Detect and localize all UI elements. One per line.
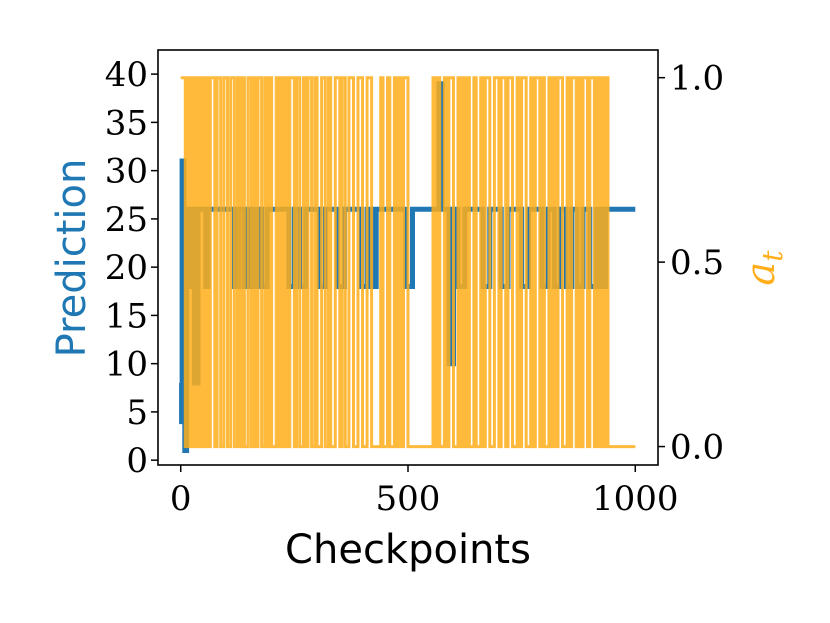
y-right-label-base: a bbox=[738, 262, 784, 286]
y-left-tick-label: 40 bbox=[105, 55, 148, 95]
y-left-tick-label: 30 bbox=[105, 152, 148, 192]
series-layer bbox=[179, 76, 636, 453]
y-left-tick-label: 0 bbox=[126, 441, 148, 481]
y-right-label-sub: t bbox=[756, 250, 789, 262]
y-left-tick-label: 10 bbox=[105, 345, 148, 385]
x-tick-label: 500 bbox=[376, 479, 441, 519]
x-tick-label: 1000 bbox=[592, 479, 679, 519]
y-right-axis-label: at bbox=[738, 250, 789, 286]
y-left-axis-label: Prediction bbox=[49, 159, 95, 358]
x-tick-label: 0 bbox=[170, 479, 192, 519]
y-left-tick-label: 5 bbox=[126, 393, 148, 433]
y-right-tick-label: 0.0 bbox=[670, 428, 724, 468]
svg-text:at: at bbox=[738, 250, 789, 286]
y-left-tick-label: 25 bbox=[105, 200, 148, 240]
y-left-tick-label: 20 bbox=[105, 248, 148, 288]
y-left-tick-label: 35 bbox=[105, 103, 148, 143]
y-right-tick-label: 1.0 bbox=[670, 59, 724, 99]
x-axis-label: Checkpoints bbox=[285, 527, 531, 573]
a-t-series-line bbox=[180, 76, 636, 449]
ticks-layer: 0 500 1000 0 5 10 15 20 25 30 35 40 0.0 0.5 1.0 bbox=[105, 55, 724, 519]
y-left-tick-label: 15 bbox=[105, 296, 148, 336]
y-right-tick-label: 0.5 bbox=[670, 243, 724, 283]
